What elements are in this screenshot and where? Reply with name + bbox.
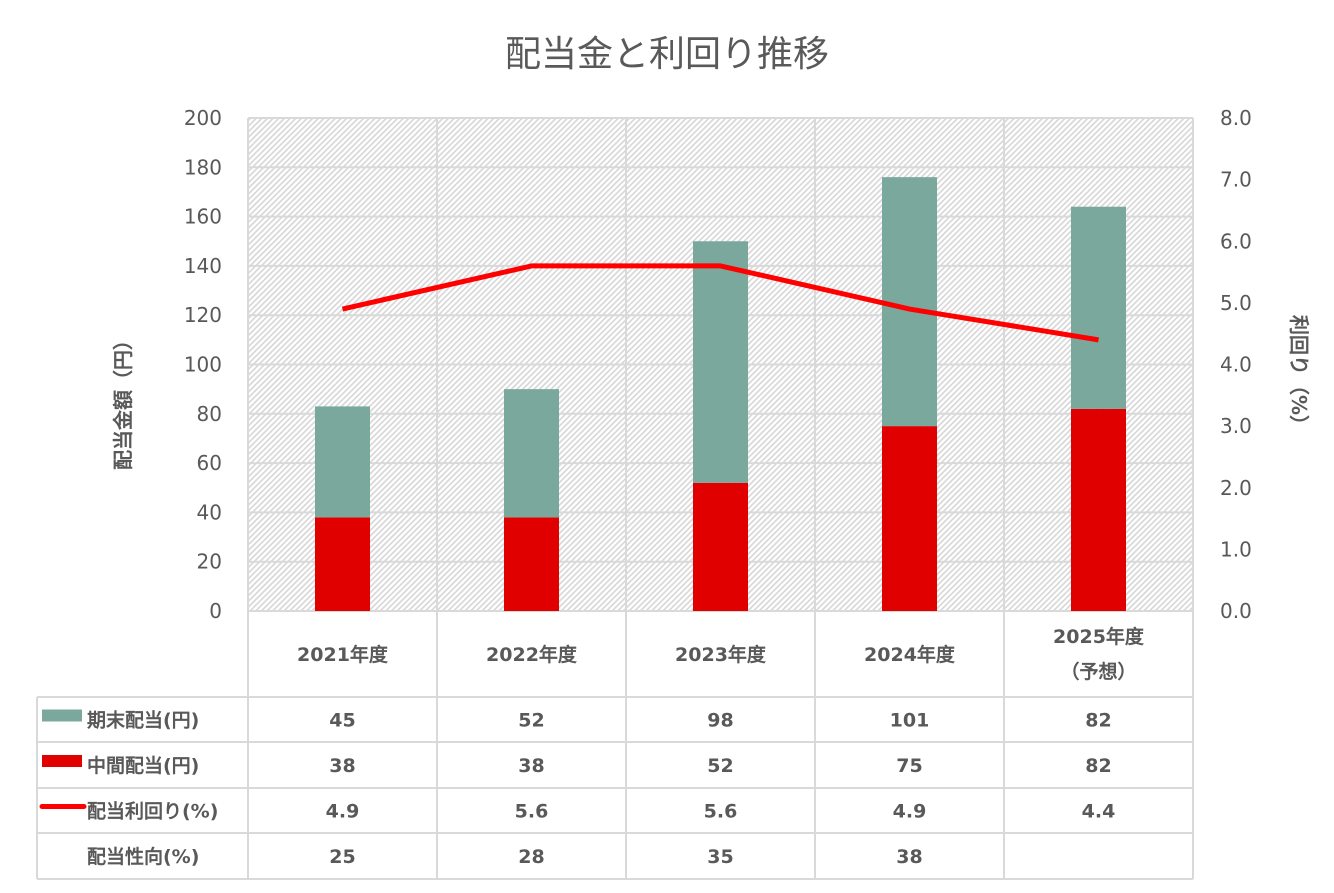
y-tick-label: 200: [184, 106, 222, 130]
y2-tick-label: 8.0: [1220, 106, 1252, 130]
y2-tick-label: 4.0: [1220, 353, 1252, 377]
y2-tick-label: 2.0: [1220, 476, 1252, 500]
bar-year-end: [882, 177, 937, 426]
category-label: 2025年度: [1053, 625, 1145, 648]
y-tick-label: 180: [184, 155, 222, 179]
table-cell: 38: [896, 846, 922, 868]
table-cell: 75: [896, 755, 922, 777]
bar-interim: [1071, 409, 1126, 611]
category-label: 2023年度: [675, 643, 767, 666]
table-cell: 82: [1085, 710, 1111, 732]
table-cell: 5.6: [515, 801, 549, 823]
table-cell: 4.4: [1082, 801, 1116, 823]
y2-tick-label: 1.0: [1220, 537, 1252, 561]
y-tick-label: 40: [197, 500, 222, 524]
bar-year-end: [315, 406, 370, 517]
row-label: 中間配当(円): [87, 754, 199, 777]
bar-year-end: [504, 389, 559, 517]
bar-interim: [693, 483, 748, 611]
table-cell: 28: [518, 846, 544, 868]
y2-tick-label: 0.0: [1220, 599, 1252, 623]
table-cell: 82: [1085, 755, 1111, 777]
row-label: 期末配当(円): [87, 709, 199, 732]
table-cell: 4.9: [326, 801, 360, 823]
table-cell: 35: [707, 846, 733, 868]
table-cell: 52: [707, 755, 733, 777]
legend-swatch: [42, 710, 82, 722]
table-cell: 4.9: [893, 801, 927, 823]
y2-axis-label: 利回り（%）: [1287, 315, 1311, 435]
row-label: 配当利回り(%): [87, 800, 218, 823]
y-tick-label: 120: [184, 303, 222, 327]
bar-year-end: [693, 241, 748, 483]
category-label: 2021年度: [297, 643, 389, 666]
bar-year-end: [1071, 207, 1126, 409]
bar-interim: [315, 517, 370, 611]
table-cell: 38: [329, 755, 355, 777]
table-cell: 25: [329, 846, 355, 868]
y-tick-label: 140: [184, 254, 222, 278]
y-tick-label: 20: [197, 550, 222, 574]
y-tick-label: 0: [209, 599, 222, 623]
y2-tick-label: 3.0: [1220, 414, 1252, 438]
y-tick-label: 60: [197, 451, 222, 475]
y2-tick-label: 5.0: [1220, 291, 1252, 315]
y2-tick-label: 6.0: [1220, 229, 1252, 253]
row-label: 配当性向(%): [87, 845, 199, 868]
table-cell: 38: [518, 755, 544, 777]
category-label: 2022年度: [486, 643, 578, 666]
category-sublabel: （予想）: [1060, 660, 1136, 683]
y-tick-label: 100: [184, 353, 222, 377]
table-cell: 45: [329, 710, 355, 732]
legend-swatch: [42, 755, 82, 767]
category-label: 2024年度: [864, 643, 956, 666]
table-cell: 52: [518, 710, 544, 732]
y2-tick-label: 7.0: [1220, 168, 1252, 192]
chart-title: 配当金と利回り推移: [505, 34, 829, 75]
table-cell: 5.6: [704, 801, 738, 823]
y-tick-label: 80: [197, 402, 222, 426]
table-cell: 98: [707, 710, 733, 732]
y-tick-label: 160: [184, 205, 222, 229]
bar-interim: [882, 426, 937, 611]
table-cell: 101: [890, 710, 930, 732]
bar-interim: [504, 517, 559, 611]
y-axis-label: 配当金額（円）: [111, 330, 135, 470]
